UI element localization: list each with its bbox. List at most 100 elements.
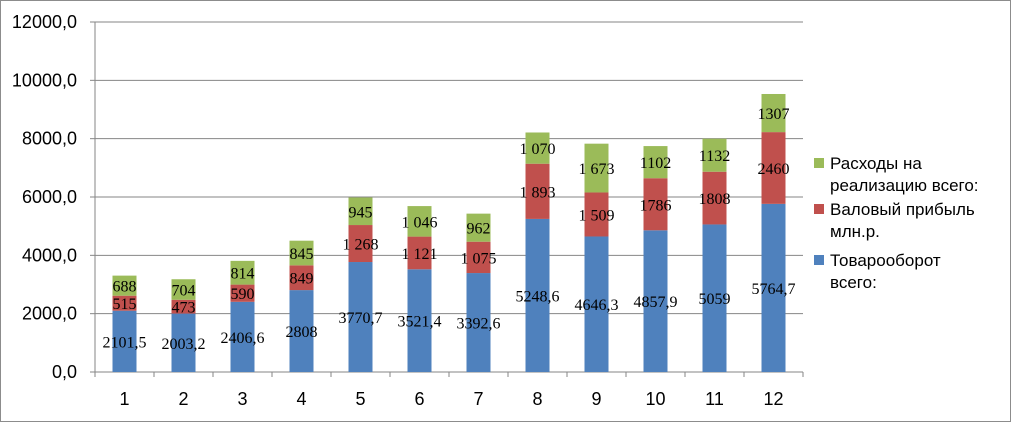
bar-segment [761, 93, 786, 133]
y-tick-label: 4000,0 [22, 245, 77, 265]
data-label: 1 046 [402, 214, 438, 231]
bar-segment [584, 192, 609, 237]
data-label: 2101,5 [103, 334, 147, 351]
bar-segment [643, 146, 668, 179]
bar-segment [584, 236, 609, 372]
bar-segment [348, 197, 373, 226]
bar-segment [171, 299, 196, 314]
data-label: 688 [113, 279, 137, 296]
bar-segment [525, 218, 550, 372]
legend-label: Валовый прибыль [830, 200, 975, 219]
bar-segment [289, 290, 314, 372]
bar-segment [702, 224, 727, 372]
legend-swatch [814, 158, 824, 168]
bar-segment [761, 132, 786, 204]
data-label: 1 893 [520, 184, 556, 201]
x-tick-label: 5 [355, 389, 365, 409]
bar-segment [230, 301, 255, 372]
bar-segment [171, 313, 196, 372]
legend: Расходы на реализацию всего: Валовый прибы… [814, 154, 979, 292]
x-tick-label: 7 [473, 389, 483, 409]
data-label: 1786 [640, 197, 672, 214]
y-tick-label: 2000,0 [22, 304, 77, 324]
bar-segment [761, 203, 786, 372]
data-label: 2406,6 [221, 330, 265, 347]
data-label: 704 [172, 283, 196, 300]
x-tick-label: 4 [296, 389, 306, 409]
bar-segment [348, 262, 373, 372]
x-tick-label: 6 [414, 389, 424, 409]
x-tick-label: 8 [532, 389, 542, 409]
legend-swatch [814, 204, 824, 214]
bar-segment [289, 240, 314, 266]
data-label: 473 [172, 300, 196, 317]
legend-swatch [814, 255, 824, 265]
data-label: 1 075 [461, 250, 497, 267]
bar-segment [525, 163, 550, 219]
bar-segment [407, 206, 432, 237]
data-label: 1307 [758, 106, 790, 123]
data-label: 5248,6 [516, 288, 560, 305]
bar-segment [466, 213, 491, 242]
legend-label: всего: [830, 273, 877, 292]
data-label: 3521,4 [398, 314, 442, 331]
data-label: 1 121 [402, 246, 438, 263]
bar-segment [171, 279, 196, 300]
legend-label: Расходы на [830, 154, 922, 173]
y-tick-label: 10000,0 [12, 70, 77, 90]
data-label: 2003,2 [162, 336, 206, 353]
data-label: 1 268 [343, 237, 379, 254]
bar-segment [643, 230, 668, 372]
data-label: 1132 [699, 148, 730, 165]
bar-segment [466, 241, 491, 274]
data-label: 945 [349, 204, 373, 221]
bar-segment [230, 260, 255, 285]
bars [112, 93, 786, 372]
data-label: 2460 [758, 161, 790, 178]
bar-segment [407, 236, 432, 270]
y-tick-label: 12000,0 [12, 12, 77, 32]
bar-segment [643, 178, 668, 231]
bar-segment [407, 269, 432, 372]
bar-segment [289, 265, 314, 291]
bar-segment [584, 143, 609, 193]
y-tick-label: 8000,0 [22, 129, 77, 149]
bar-segment [112, 275, 137, 296]
data-label: 814 [231, 266, 255, 283]
legend-label: реализацию всего: [830, 176, 979, 195]
x-tick-label: 10 [645, 389, 665, 409]
bar-segment [702, 171, 727, 225]
data-label: 590 [231, 286, 255, 303]
legend-label: Товарооборот [830, 251, 941, 270]
data-label: 4857,9 [634, 294, 678, 311]
data-label: 1808 [699, 191, 731, 208]
data-label: 3392,6 [457, 316, 501, 333]
x-tick-label: 9 [591, 389, 601, 409]
data-label: 5764,7 [752, 281, 796, 298]
data-label: 1 070 [520, 141, 556, 158]
data-label: 849 [290, 271, 314, 288]
x-tick-label: 3 [237, 389, 247, 409]
data-label: 962 [467, 221, 491, 238]
y-tick-label: 0,0 [52, 362, 77, 382]
bar-segment [702, 138, 727, 172]
data-label: 515 [113, 296, 137, 313]
data-label: 845 [290, 246, 314, 263]
axes: 0,0 2000,0 4000,0 6000,0 8000,0 10000,0 12000,… [12, 12, 804, 409]
data-label: 2808 [286, 324, 318, 341]
gridlines [95, 21, 803, 373]
data-label: 1102 [640, 155, 671, 172]
bar-segment [525, 132, 550, 164]
data-label: 3770,7 [339, 310, 383, 327]
bar-segment [348, 225, 373, 263]
bar-segment [230, 284, 255, 302]
data-label: 4646,3 [575, 297, 619, 314]
x-tick-label: 1 [119, 389, 129, 409]
bar-segment [112, 310, 137, 372]
x-tick-label: 12 [763, 389, 783, 409]
legend-label: млн.р. [830, 222, 880, 241]
bar-segment [466, 273, 491, 372]
